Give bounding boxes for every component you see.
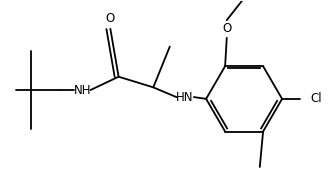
Text: NH: NH bbox=[74, 84, 91, 96]
Text: O: O bbox=[106, 12, 115, 25]
Text: O: O bbox=[222, 22, 231, 35]
Text: Cl: Cl bbox=[310, 92, 322, 105]
Text: HN: HN bbox=[176, 91, 193, 104]
